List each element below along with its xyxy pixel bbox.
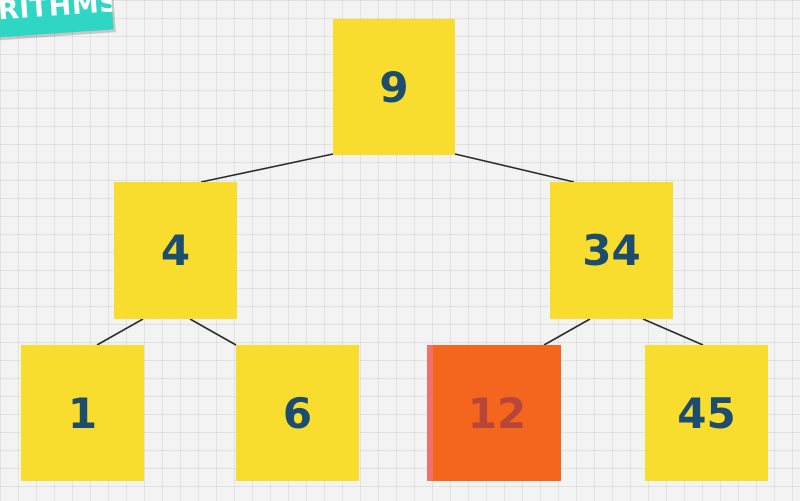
tree-node-left-right: 6 [236, 345, 359, 481]
node-value: 12 [467, 388, 527, 438]
node-value: 9 [379, 62, 409, 112]
tree-node-right-left-highlighted: 12 [427, 345, 561, 481]
tree-node-right: 34 [550, 182, 673, 319]
tree-node-right-right: 45 [645, 345, 768, 481]
tree-node-root: 9 [333, 19, 455, 155]
tree-node-left: 4 [114, 182, 237, 319]
node-value: 6 [282, 388, 313, 438]
edge-4-1 [96, 318, 144, 346]
edge-4-6 [189, 318, 237, 346]
node-value: 4 [160, 226, 191, 275]
node-value: 45 [677, 388, 736, 438]
tree-node-left-left: 1 [21, 345, 144, 481]
edge-34-12 [543, 318, 591, 346]
edge-9-4 [200, 153, 334, 183]
node-value: 1 [67, 388, 98, 438]
edge-34-45 [642, 318, 704, 346]
node-value: 34 [582, 226, 641, 275]
edge-9-34 [454, 153, 575, 183]
